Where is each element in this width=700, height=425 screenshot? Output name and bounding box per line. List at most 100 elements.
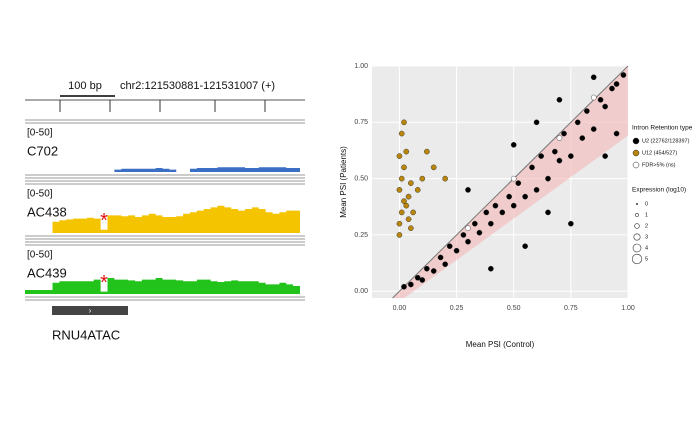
- legend-label: U12 (454/527): [642, 150, 677, 156]
- point: [590, 74, 597, 81]
- point: [396, 153, 403, 159]
- size-swatch: [635, 213, 639, 217]
- point: [465, 238, 471, 245]
- point: [401, 119, 407, 126]
- point: [410, 209, 416, 216]
- coverage-area: [25, 205, 300, 233]
- point: [492, 202, 499, 209]
- size-label: 1: [645, 212, 648, 218]
- point: [424, 265, 430, 272]
- size-label: 4: [645, 245, 648, 251]
- y-tick-label: 0.00: [354, 288, 368, 295]
- point: [398, 175, 405, 182]
- plot-background: [372, 66, 628, 298]
- point: [442, 175, 448, 182]
- gene-label: RNU4ATAC: [52, 327, 120, 342]
- point: [419, 175, 426, 182]
- coverage-area: [25, 278, 300, 294]
- y-tick-label: 0.50: [354, 175, 368, 182]
- point: [609, 85, 615, 92]
- point: [522, 193, 528, 200]
- point: [510, 142, 517, 148]
- point: [398, 209, 405, 216]
- genome-browser: 100 bp chr2:121530881-121531007 (+) › RN…: [25, 80, 305, 342]
- size-label: 3: [645, 234, 648, 240]
- point: [590, 126, 597, 132]
- size-swatch: [635, 202, 639, 206]
- size-swatch: [632, 243, 642, 253]
- point: [408, 225, 414, 231]
- point: [506, 193, 512, 200]
- scale-label: 100 bp: [68, 80, 102, 92]
- locus: chr2:121530881-121531007 (+): [120, 80, 275, 92]
- size-swatch: [634, 223, 640, 229]
- point: [414, 187, 421, 193]
- point: [408, 281, 414, 288]
- size-label: 0: [645, 201, 648, 207]
- point: [442, 261, 448, 268]
- size-swatch: [631, 253, 643, 265]
- point: [556, 135, 563, 141]
- point: [556, 96, 563, 103]
- y-tick-label: 0.25: [354, 232, 368, 239]
- point: [613, 130, 620, 137]
- point: [510, 175, 517, 182]
- point: [579, 135, 586, 141]
- point: [465, 187, 471, 193]
- point: [403, 202, 410, 209]
- size-label: 5: [645, 256, 648, 262]
- point: [590, 94, 597, 101]
- point: [568, 220, 574, 227]
- significance-marker: *: [100, 210, 108, 232]
- point: [529, 164, 535, 171]
- strand-arrow: ›: [89, 306, 92, 315]
- point: [401, 164, 407, 171]
- point: [476, 229, 483, 236]
- point: [545, 209, 551, 216]
- coverage-area: [25, 167, 300, 172]
- point: [430, 164, 437, 171]
- point: [483, 209, 490, 216]
- point: [401, 198, 407, 204]
- point: [419, 277, 426, 283]
- y-axis-label: Mean PSI (Patients): [339, 146, 348, 218]
- legend-swatch: [632, 149, 640, 157]
- point: [561, 130, 567, 137]
- point: [552, 148, 558, 155]
- point: [488, 220, 494, 227]
- legend-swatch: [632, 161, 640, 169]
- point: [538, 153, 544, 159]
- size-swatch: [633, 233, 641, 241]
- point: [584, 108, 590, 114]
- legend-label: U2 (22762/128397): [642, 138, 690, 144]
- point: [602, 153, 608, 159]
- point: [574, 119, 581, 126]
- size-legend-title: Expression (log10): [632, 187, 686, 194]
- point: [620, 72, 627, 78]
- range-label: [0-50]: [27, 128, 53, 139]
- legend-label: FDR>5% (ns): [642, 162, 676, 168]
- point: [568, 153, 574, 159]
- range-label: [0-50]: [27, 189, 53, 200]
- track-name: AC439: [27, 265, 67, 280]
- identity-line: [392, 65, 629, 299]
- point: [446, 243, 453, 249]
- x-tick-label: 0.75: [564, 305, 578, 312]
- point: [533, 187, 540, 193]
- legend-swatch: [632, 137, 640, 145]
- point: [398, 130, 405, 137]
- point: [401, 283, 407, 290]
- point: [602, 103, 608, 110]
- point: [430, 268, 437, 274]
- track-name: C702: [27, 143, 58, 158]
- point: [453, 247, 460, 254]
- significance-marker: *: [100, 272, 108, 294]
- point: [556, 157, 563, 164]
- point: [465, 225, 471, 231]
- point: [405, 193, 412, 200]
- point: [396, 220, 403, 227]
- x-tick-label: 1.00: [621, 305, 635, 312]
- point: [472, 220, 478, 227]
- point: [510, 202, 517, 209]
